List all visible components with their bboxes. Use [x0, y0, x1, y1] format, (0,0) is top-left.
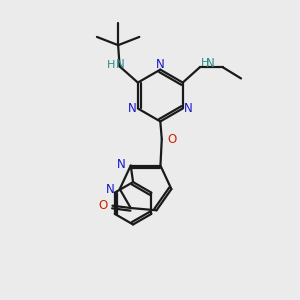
Text: O: O [167, 133, 176, 146]
Text: N: N [184, 102, 192, 115]
Text: H: H [107, 60, 116, 70]
Text: N: N [206, 57, 214, 70]
Text: N: N [106, 183, 115, 196]
Text: N: N [116, 58, 124, 71]
Text: N: N [128, 102, 137, 115]
Text: H: H [200, 58, 209, 68]
Text: N: N [117, 158, 125, 171]
Text: O: O [98, 199, 107, 212]
Text: N: N [156, 58, 165, 71]
